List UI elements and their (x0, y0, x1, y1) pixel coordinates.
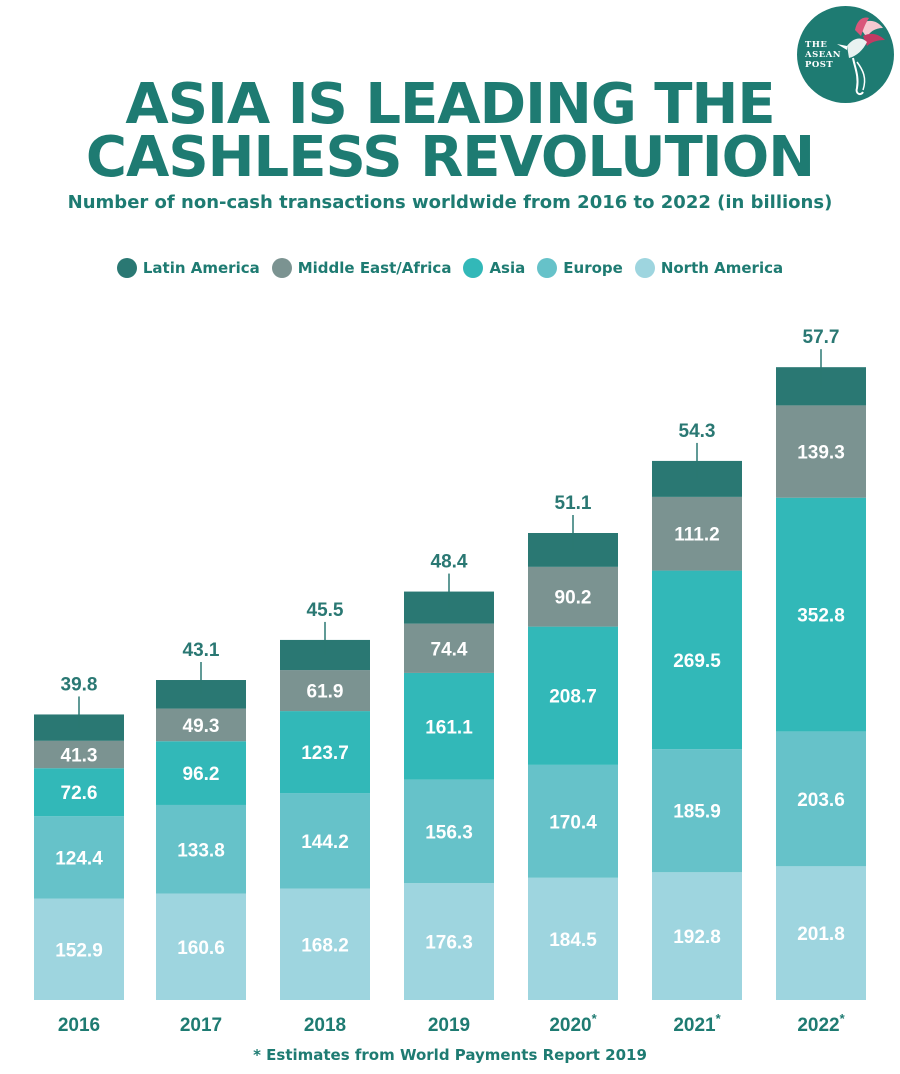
legend-swatch (634, 258, 655, 278)
bar-segment-asia-2017[interactable] (156, 741, 246, 805)
page-title-line-2: CASHLESS REVOLUTION (85, 125, 815, 190)
data-label-north-america-2019: 176.3 (425, 933, 473, 954)
legend-label: North America (660, 259, 784, 277)
data-label-europe-2021: 185.9 (673, 802, 721, 823)
legend-item-middle-east-africa[interactable]: Middle East/Africa (271, 258, 452, 278)
bar-segment-europe-2018[interactable] (280, 793, 370, 889)
legend-swatch (463, 258, 484, 278)
legend-item-latin-america[interactable]: Latin America (116, 258, 260, 278)
legend-label: Asia (489, 259, 526, 277)
legend-label: Middle East/Africa (297, 259, 452, 277)
bar-segment-middle-east-africa-2022[interactable] (776, 405, 866, 498)
bar-segment-north-america-2016[interactable] (34, 898, 124, 1000)
data-label-north-america-2021: 192.8 (673, 927, 721, 948)
x-tick-label-2022: 2022* (797, 1011, 845, 1036)
asean-post-logo[interactable]: THE ASEAN POST (797, 6, 894, 103)
bar-segment-middle-east-africa-2017[interactable] (156, 708, 246, 742)
bar-segment-middle-east-africa-2018[interactable] (280, 670, 370, 712)
data-label-latin-america-2020: 51.1 (555, 493, 592, 514)
data-label-latin-america-2019: 48.4 (431, 552, 468, 573)
bar-segment-europe-2021[interactable] (652, 749, 742, 873)
data-label-europe-2019: 156.3 (425, 822, 473, 843)
bar-segment-asia-2022[interactable] (776, 497, 866, 732)
bar-segment-middle-east-africa-2016[interactable] (34, 740, 124, 769)
legend-swatch (116, 258, 137, 278)
chart-subtitle: Number of non-cash transactions worldwid… (67, 192, 833, 213)
bar-segment-north-america-2020[interactable] (528, 877, 618, 1000)
legend-swatch (537, 258, 558, 278)
data-label-asia-2022: 352.8 (797, 606, 845, 627)
data-label-europe-2018: 144.2 (301, 832, 349, 853)
legend-label: Latin America (142, 259, 260, 277)
legend-label: Europe (563, 259, 623, 277)
legend-item-north-america[interactable]: North America (634, 258, 784, 278)
bar-segment-middle-east-africa-2019[interactable] (404, 623, 494, 673)
data-label-latin-america-2018: 45.5 (307, 600, 344, 621)
data-label-asia-2017: 96.2 (183, 764, 220, 785)
bar-segment-asia-2020[interactable] (528, 626, 618, 765)
bar-segment-asia-2018[interactable] (280, 711, 370, 794)
data-label-latin-america-2021: 54.3 (679, 421, 716, 442)
x-tick-label-2020: 2020* (549, 1011, 597, 1036)
x-tick-label-2018: 2018 (304, 1015, 346, 1036)
chart-legend: Latin America Middle East/Africa Asia Europ… (0, 258, 900, 278)
data-label-europe-2020: 170.4 (549, 812, 597, 833)
data-label-latin-america-2022: 57.7 (803, 327, 840, 348)
stacked-bar-chart: 152.9 124.4 72.6 41.3 39.8 2016 160.6 133.8 96.2… (34, 327, 866, 1036)
data-label-north-america-2022: 201.8 (797, 924, 845, 945)
data-label-middle-east-africa-2022: 139.3 (797, 443, 845, 464)
data-label-asia-2019: 161.1 (425, 717, 473, 738)
x-tick-label-2019: 2019 (428, 1015, 470, 1036)
data-label-middle-east-africa-2016: 41.3 (61, 746, 98, 767)
data-label-north-america-2016: 152.9 (55, 940, 103, 961)
hummingbird-icon (837, 17, 885, 96)
data-label-latin-america-2016: 39.8 (61, 674, 98, 695)
data-label-asia-2018: 123.7 (301, 743, 349, 764)
data-label-middle-east-africa-2018: 61.9 (307, 682, 344, 703)
data-label-middle-east-africa-2021: 111.2 (674, 525, 719, 546)
footnote: * Estimates from World Payments Report 2… (253, 1046, 647, 1064)
data-label-north-america-2018: 168.2 (301, 935, 349, 956)
legend-item-asia[interactable]: Asia (463, 258, 525, 278)
x-tick-label-2016: 2016 (58, 1015, 100, 1036)
page-title-line-1: ASIA IS LEADING THE (125, 72, 775, 137)
x-tick-label-2017: 2017 (180, 1015, 222, 1036)
bar-segment-middle-east-africa-2020[interactable] (528, 566, 618, 627)
bar-segment-europe-2017[interactable] (156, 804, 246, 894)
bar-segment-europe-2019[interactable] (404, 779, 494, 884)
bar-segment-europe-2016[interactable] (34, 816, 124, 899)
bar-segment-asia-2016[interactable] (34, 768, 124, 817)
logo-text: THE ASEAN POST (805, 40, 842, 70)
legend-swatch (271, 258, 292, 278)
data-label-asia-2021: 269.5 (673, 651, 721, 672)
bar-segment-europe-2020[interactable] (528, 764, 618, 878)
data-label-north-america-2020: 184.5 (549, 930, 597, 951)
data-label-middle-east-africa-2017: 49.3 (183, 716, 220, 737)
bar-segment-north-america-2022[interactable] (776, 866, 866, 1000)
bar-segment-north-america-2018[interactable] (280, 888, 370, 1000)
bar-segment-north-america-2021[interactable] (652, 872, 742, 1000)
data-label-europe-2016: 124.4 (55, 848, 103, 869)
data-label-latin-america-2017: 43.1 (183, 640, 220, 661)
data-label-asia-2016: 72.6 (61, 783, 98, 804)
bar-segment-north-america-2019[interactable] (404, 883, 494, 1000)
bar-segment-north-america-2017[interactable] (156, 893, 246, 1000)
data-label-middle-east-africa-2019: 74.4 (431, 639, 468, 660)
data-label-asia-2020: 208.7 (549, 687, 597, 708)
bar-segment-asia-2019[interactable] (404, 672, 494, 780)
bar-segment-europe-2022[interactable] (776, 731, 866, 867)
data-label-europe-2022: 203.6 (797, 790, 845, 811)
bar-segment-asia-2021[interactable] (652, 570, 742, 750)
data-label-north-america-2017: 160.6 (177, 938, 225, 959)
data-label-middle-east-africa-2020: 90.2 (555, 588, 592, 609)
legend-item-europe[interactable]: Europe (537, 258, 623, 278)
data-label-europe-2017: 133.8 (177, 840, 225, 861)
x-tick-label-2021: 2021* (673, 1011, 721, 1036)
bar-segment-middle-east-africa-2021[interactable] (652, 496, 742, 571)
